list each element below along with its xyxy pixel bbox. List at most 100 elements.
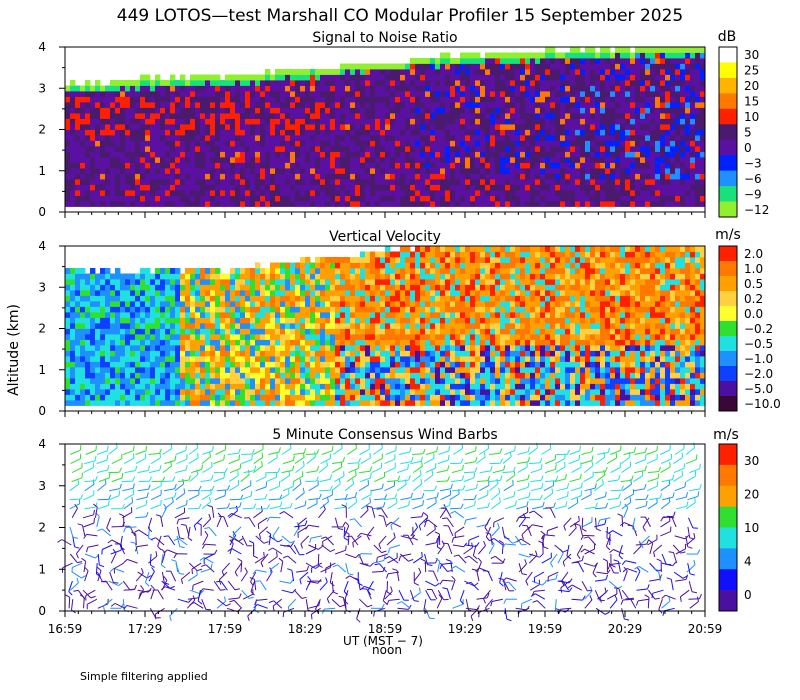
heatmap-cell <box>250 113 256 119</box>
heatmap-cell <box>540 52 546 59</box>
heatmap-cell <box>540 85 546 92</box>
heatmap-cell <box>70 378 76 384</box>
heatmap-cell <box>620 91 626 97</box>
heatmap-cell <box>175 80 181 86</box>
heatmap-cell <box>320 284 326 291</box>
heatmap-cell <box>445 102 451 108</box>
heatmap-cell <box>325 140 331 147</box>
heatmap-cell <box>700 74 706 81</box>
heatmap-cell <box>205 173 211 180</box>
heatmap-cell <box>245 323 251 329</box>
heatmap-cell <box>95 339 101 346</box>
heatmap-cell <box>335 323 341 329</box>
heatmap-cell <box>430 85 436 92</box>
heatmap-cell <box>425 179 431 185</box>
heatmap-cell <box>580 135 586 141</box>
heatmap-cell <box>660 173 666 180</box>
heatmap-cell <box>165 295 171 302</box>
heatmap-cell <box>575 140 581 147</box>
heatmap-cell <box>210 334 216 340</box>
heatmap-cell <box>190 356 196 362</box>
heatmap-cell <box>555 113 561 119</box>
heatmap-cell <box>700 201 706 207</box>
heatmap-cell <box>590 124 596 130</box>
heatmap-cell <box>325 173 331 180</box>
heatmap-cell <box>185 323 191 329</box>
heatmap-cell <box>390 140 396 147</box>
heatmap-cell <box>110 306 116 313</box>
heatmap-cell <box>630 157 636 163</box>
heatmap-cell <box>330 295 336 302</box>
heatmap-cell <box>685 124 691 130</box>
heatmap-cell <box>560 201 566 207</box>
heatmap-cell <box>220 306 226 313</box>
heatmap-cell <box>390 168 396 174</box>
heatmap-cell <box>555 85 561 92</box>
heatmap-cell <box>215 173 221 180</box>
heatmap-cell <box>380 74 386 81</box>
heatmap-cell <box>180 195 186 202</box>
heatmap-cell <box>180 179 186 185</box>
heatmap-cell <box>120 328 126 335</box>
heatmap-cell <box>495 157 501 163</box>
heatmap-cell <box>160 140 166 147</box>
heatmap-cell <box>540 162 546 169</box>
heatmap-cell <box>635 74 641 81</box>
heatmap-cell <box>230 339 236 346</box>
heatmap-cell <box>170 339 176 346</box>
heatmap-cell <box>335 146 341 152</box>
heatmap-cell <box>355 173 361 180</box>
heatmap-cell <box>700 124 706 130</box>
heatmap-cell <box>660 201 666 207</box>
heatmap-cell <box>185 85 191 92</box>
heatmap-cell <box>570 195 576 202</box>
heatmap-cell <box>310 389 316 395</box>
heatmap-cell <box>240 91 246 97</box>
heatmap-cell <box>205 328 211 335</box>
heatmap-cell <box>135 146 141 152</box>
heatmap-cell <box>65 179 71 185</box>
heatmap-cell <box>70 190 76 196</box>
colorbar-label: 30 <box>744 48 759 62</box>
heatmap-cell <box>610 69 616 75</box>
heatmap-cell <box>605 74 611 81</box>
heatmap-cell <box>105 168 111 174</box>
heatmap-cell <box>165 268 171 274</box>
heatmap-cell <box>235 96 241 103</box>
heatmap-cell <box>340 91 346 97</box>
heatmap-cell <box>220 135 226 141</box>
heatmap-cell <box>120 179 126 185</box>
heatmap-cell <box>130 201 136 207</box>
heatmap-cell <box>340 323 346 329</box>
heatmap-cell <box>480 195 486 202</box>
heatmap-cell <box>130 129 136 136</box>
heatmap-cell <box>475 195 481 202</box>
heatmap-cell <box>405 96 411 103</box>
heatmap-cell <box>360 378 366 384</box>
heatmap-cell <box>435 91 441 97</box>
heatmap-cell <box>310 273 316 280</box>
heatmap-cell <box>360 124 366 130</box>
heatmap-cell <box>315 184 321 191</box>
heatmap-cell <box>360 74 366 81</box>
heatmap-cell <box>230 372 236 379</box>
colorbar-label: 0 <box>744 141 752 155</box>
heatmap-cell <box>320 290 326 296</box>
heatmap-cell <box>295 146 301 152</box>
heatmap-cell <box>630 184 636 191</box>
heatmap-cell <box>330 394 336 401</box>
heatmap-cell <box>455 113 461 119</box>
heatmap-cell <box>420 96 426 103</box>
heatmap-cell <box>495 135 501 141</box>
heatmap-cell <box>570 135 576 141</box>
heatmap-cell <box>435 162 441 169</box>
heatmap-cell <box>640 162 646 169</box>
heatmap-cell <box>345 74 351 81</box>
heatmap-cell <box>90 162 96 169</box>
heatmap-cell <box>450 85 456 92</box>
heatmap-cell <box>560 102 566 108</box>
heatmap-cell <box>220 334 226 340</box>
heatmap-cell <box>190 268 196 274</box>
heatmap-cell <box>240 290 246 296</box>
heatmap-cell <box>150 394 156 401</box>
